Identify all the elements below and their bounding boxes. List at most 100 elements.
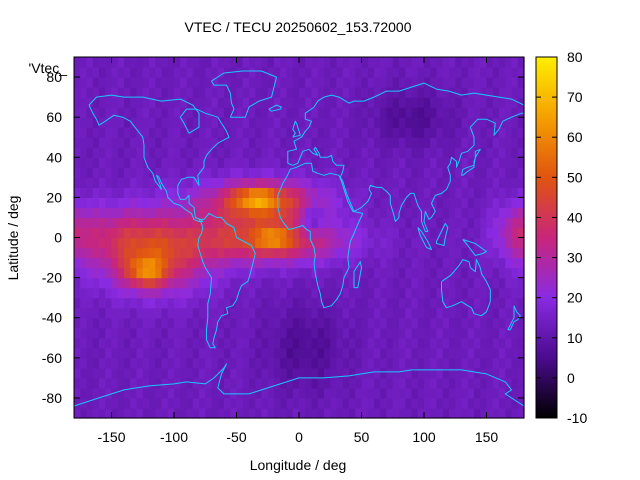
heatmap-cell: [361, 257, 369, 269]
heatmap-cell: [111, 57, 119, 68]
heatmap-cell: [211, 67, 219, 78]
heatmap-cell: [80, 157, 88, 168]
heatmap-cell: [399, 67, 406, 78]
heatmap-cell: [99, 327, 106, 339]
heatmap-cell: [280, 157, 288, 168]
heatmap-cell: [174, 257, 181, 269]
heatmap-cell: [467, 187, 475, 198]
heatmap-cell: [411, 177, 419, 188]
heatmap-cell: [474, 147, 481, 158]
heatmap-cell: [349, 107, 356, 118]
heatmap-cell: [299, 157, 306, 168]
heatmap-cell: [392, 207, 400, 219]
heatmap-cell: [417, 227, 425, 239]
heatmap-cell: [211, 247, 219, 259]
heatmap-cell: [405, 237, 413, 249]
heatmap-cell: [92, 77, 100, 88]
heatmap-cell: [142, 177, 150, 188]
heatmap-cell: [86, 127, 94, 138]
heatmap-cell: [449, 257, 456, 269]
heatmap-cell: [249, 357, 256, 369]
heatmap-cell: [349, 187, 356, 198]
heatmap-cell: [461, 177, 469, 188]
heatmap-cell: [224, 187, 231, 198]
heatmap-cell: [336, 287, 344, 299]
heatmap-cell: [217, 147, 225, 158]
x-tick-label: -50: [226, 429, 246, 445]
heatmap-cell: [105, 317, 113, 329]
heatmap-cell: [499, 227, 506, 239]
heatmap-cell: [80, 207, 88, 219]
heatmap-cell: [367, 297, 375, 309]
heatmap-cell: [117, 287, 125, 299]
heatmap-cell: [474, 197, 481, 209]
heatmap-cell: [217, 387, 225, 399]
heatmap-cell: [399, 147, 406, 158]
heatmap-cell: [299, 397, 306, 409]
heatmap-cell: [305, 347, 313, 359]
heatmap-cell: [461, 157, 469, 168]
heatmap-cell: [236, 267, 244, 279]
heatmap-cell: [149, 197, 156, 209]
heatmap-cell: [117, 157, 125, 168]
heatmap-cell: [367, 207, 375, 219]
heatmap-cell: [480, 57, 488, 68]
heatmap-cell: [292, 217, 300, 229]
heatmap-cell: [386, 157, 394, 168]
heatmap-cell: [299, 57, 306, 68]
heatmap-cell: [267, 197, 275, 209]
heatmap-cell: [305, 267, 313, 279]
heatmap-cell: [467, 227, 475, 239]
heatmap-cell: [342, 117, 350, 128]
heatmap-cell: [455, 237, 463, 249]
heatmap-cell: [230, 107, 238, 118]
heatmap-cell: [80, 277, 88, 289]
heatmap-cell: [280, 227, 288, 239]
heatmap-cell: [74, 137, 81, 148]
heatmap-cell: [186, 77, 194, 88]
heatmap-cell: [455, 367, 463, 379]
heatmap-cell: [505, 287, 513, 299]
heatmap-cell: [292, 177, 300, 188]
heatmap-cell: [367, 267, 375, 279]
heatmap-cell: [130, 357, 138, 369]
heatmap-cell: [280, 287, 288, 299]
heatmap-cell: [411, 157, 419, 168]
heatmap-cell: [299, 357, 306, 369]
heatmap-cell: [74, 107, 81, 118]
heatmap-cell: [430, 397, 438, 409]
heatmap-cell: [230, 157, 238, 168]
heatmap-cell: [117, 137, 125, 148]
heatmap-cell: [342, 97, 350, 108]
heatmap-cell: [280, 107, 288, 118]
heatmap-cell: [324, 207, 331, 219]
heatmap-cell: [336, 317, 344, 329]
heatmap-cell: [411, 267, 419, 279]
heatmap-cell: [174, 237, 181, 249]
heatmap-cell: [86, 147, 94, 158]
heatmap-cell: [449, 127, 456, 138]
heatmap-cell: [299, 277, 306, 289]
heatmap-cell: [467, 77, 475, 88]
heatmap-cell: [180, 297, 188, 309]
heatmap-cell: [280, 257, 288, 269]
heatmap-cell: [292, 387, 300, 399]
heatmap-cell: [361, 357, 369, 369]
heatmap-cell: [424, 377, 431, 389]
heatmap-cell: [242, 137, 250, 148]
heatmap-cell: [236, 77, 244, 88]
heatmap-cell: [355, 147, 363, 158]
heatmap-cell: [342, 387, 350, 399]
heatmap-cell: [449, 327, 456, 339]
heatmap-cell: [486, 357, 494, 369]
heatmap-cell: [186, 217, 194, 229]
heatmap-cell: [480, 397, 488, 409]
heatmap-cell: [224, 227, 231, 239]
heatmap-cell: [430, 407, 438, 419]
heatmap-cell: [142, 127, 150, 138]
heatmap-cell: [499, 197, 506, 209]
heatmap-cell: [217, 177, 225, 188]
heatmap-cell: [392, 127, 400, 138]
heatmap-cell: [211, 167, 219, 178]
heatmap-cell: [130, 107, 138, 118]
